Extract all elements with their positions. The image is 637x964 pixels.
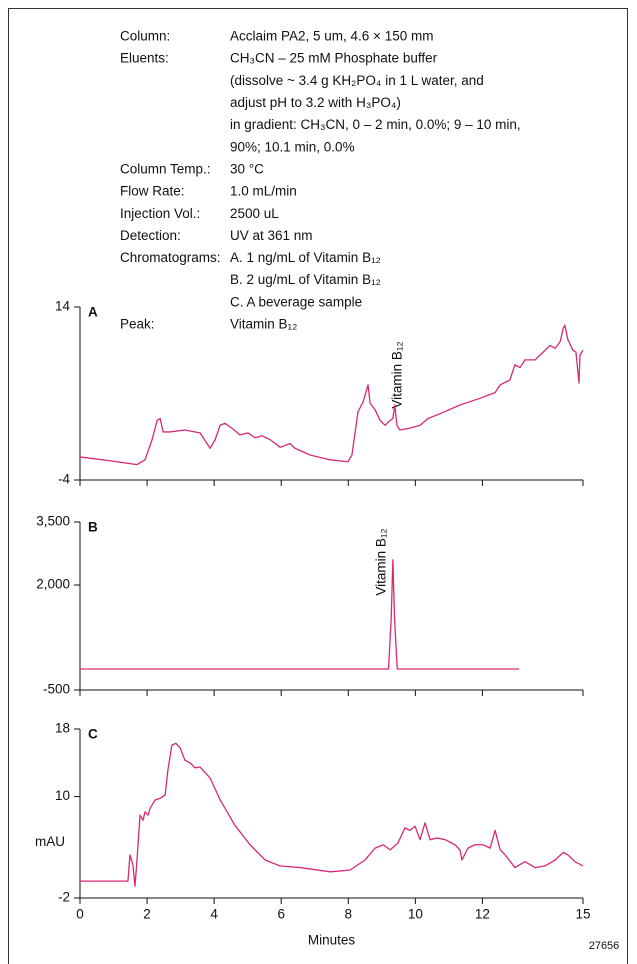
- condition-label: Eluents:: [120, 51, 169, 66]
- condition-label: Detection:: [120, 228, 181, 243]
- condition-value: CH₃CN – 25 mM Phosphate buffer: [230, 51, 438, 66]
- condition-value: Acclaim PA2, 5 um, 4.6 × 150 mm: [230, 29, 433, 44]
- condition-value: A. 1 ng/mL of Vitamin B₁₂: [230, 250, 381, 265]
- condition-label: Peak:: [120, 317, 155, 332]
- x-tick-label: 10: [408, 907, 423, 922]
- panel-label: A: [88, 305, 98, 320]
- condition-value: in gradient: CH₃CN, 0 – 2 min, 0.0%; 9 –…: [230, 117, 521, 132]
- condition-value: B. 2 ug/mL of Vitamin B₁₂: [230, 272, 381, 287]
- x-tick-label: 0: [76, 907, 84, 922]
- condition-label: Column:: [120, 29, 170, 44]
- condition-label: Column Temp.:: [120, 161, 211, 176]
- peak-annotation: Vitamin B₁₂: [390, 341, 405, 408]
- y-tick-label: 18: [55, 721, 70, 736]
- x-tick-label: 6: [277, 907, 285, 922]
- panel-label: C: [88, 727, 98, 742]
- x-tick-label: 12: [475, 907, 490, 922]
- condition-label: Flow Rate:: [120, 184, 185, 199]
- x-tick-label: 8: [345, 907, 353, 922]
- x-tick-label: 15: [575, 907, 590, 922]
- figure-border: [8, 8, 628, 964]
- x-tick-label: 4: [210, 907, 218, 922]
- y-tick-label: -4: [58, 472, 70, 487]
- chromatogram-trace: [80, 742, 584, 887]
- condition-value: 90%; 10.1 min, 0.0%: [230, 139, 355, 154]
- condition-value: 2500 uL: [230, 206, 279, 221]
- x-tick-label: 2: [143, 907, 151, 922]
- condition-value: UV at 361 nm: [230, 228, 313, 243]
- condition-value: 1.0 mL/min: [230, 184, 297, 199]
- condition-value: (dissolve ~ 3.4 g KH₂PO₄ in 1 L water, a…: [230, 73, 484, 88]
- y-tick-label: -2: [58, 890, 70, 905]
- y-tick-label: 2,000: [36, 577, 70, 592]
- chromatogram-trace: [79, 324, 584, 466]
- y-tick-label: -500: [43, 682, 70, 697]
- y-axis-label: mAU: [35, 834, 65, 849]
- peak-annotation: Vitamin B₁₂: [374, 528, 389, 595]
- figure-number: 27656: [589, 940, 620, 952]
- y-tick-label: 10: [55, 788, 70, 803]
- chromatogram-trace: [80, 559, 520, 670]
- condition-value: C. A beverage sample: [230, 294, 362, 309]
- x-axis-label: Minutes: [308, 933, 356, 948]
- panel-label: B: [88, 520, 98, 535]
- condition-value: 30 °C: [230, 161, 264, 176]
- condition-label: Chromatograms:: [120, 250, 221, 265]
- condition-label: Injection Vol.:: [120, 206, 200, 221]
- condition-value: Vitamin B₁₂: [230, 317, 297, 332]
- condition-value: adjust pH to 3.2 with H₃PO₄): [230, 95, 401, 110]
- y-tick-label: 14: [55, 299, 71, 314]
- y-tick-label: 3,500: [36, 514, 70, 529]
